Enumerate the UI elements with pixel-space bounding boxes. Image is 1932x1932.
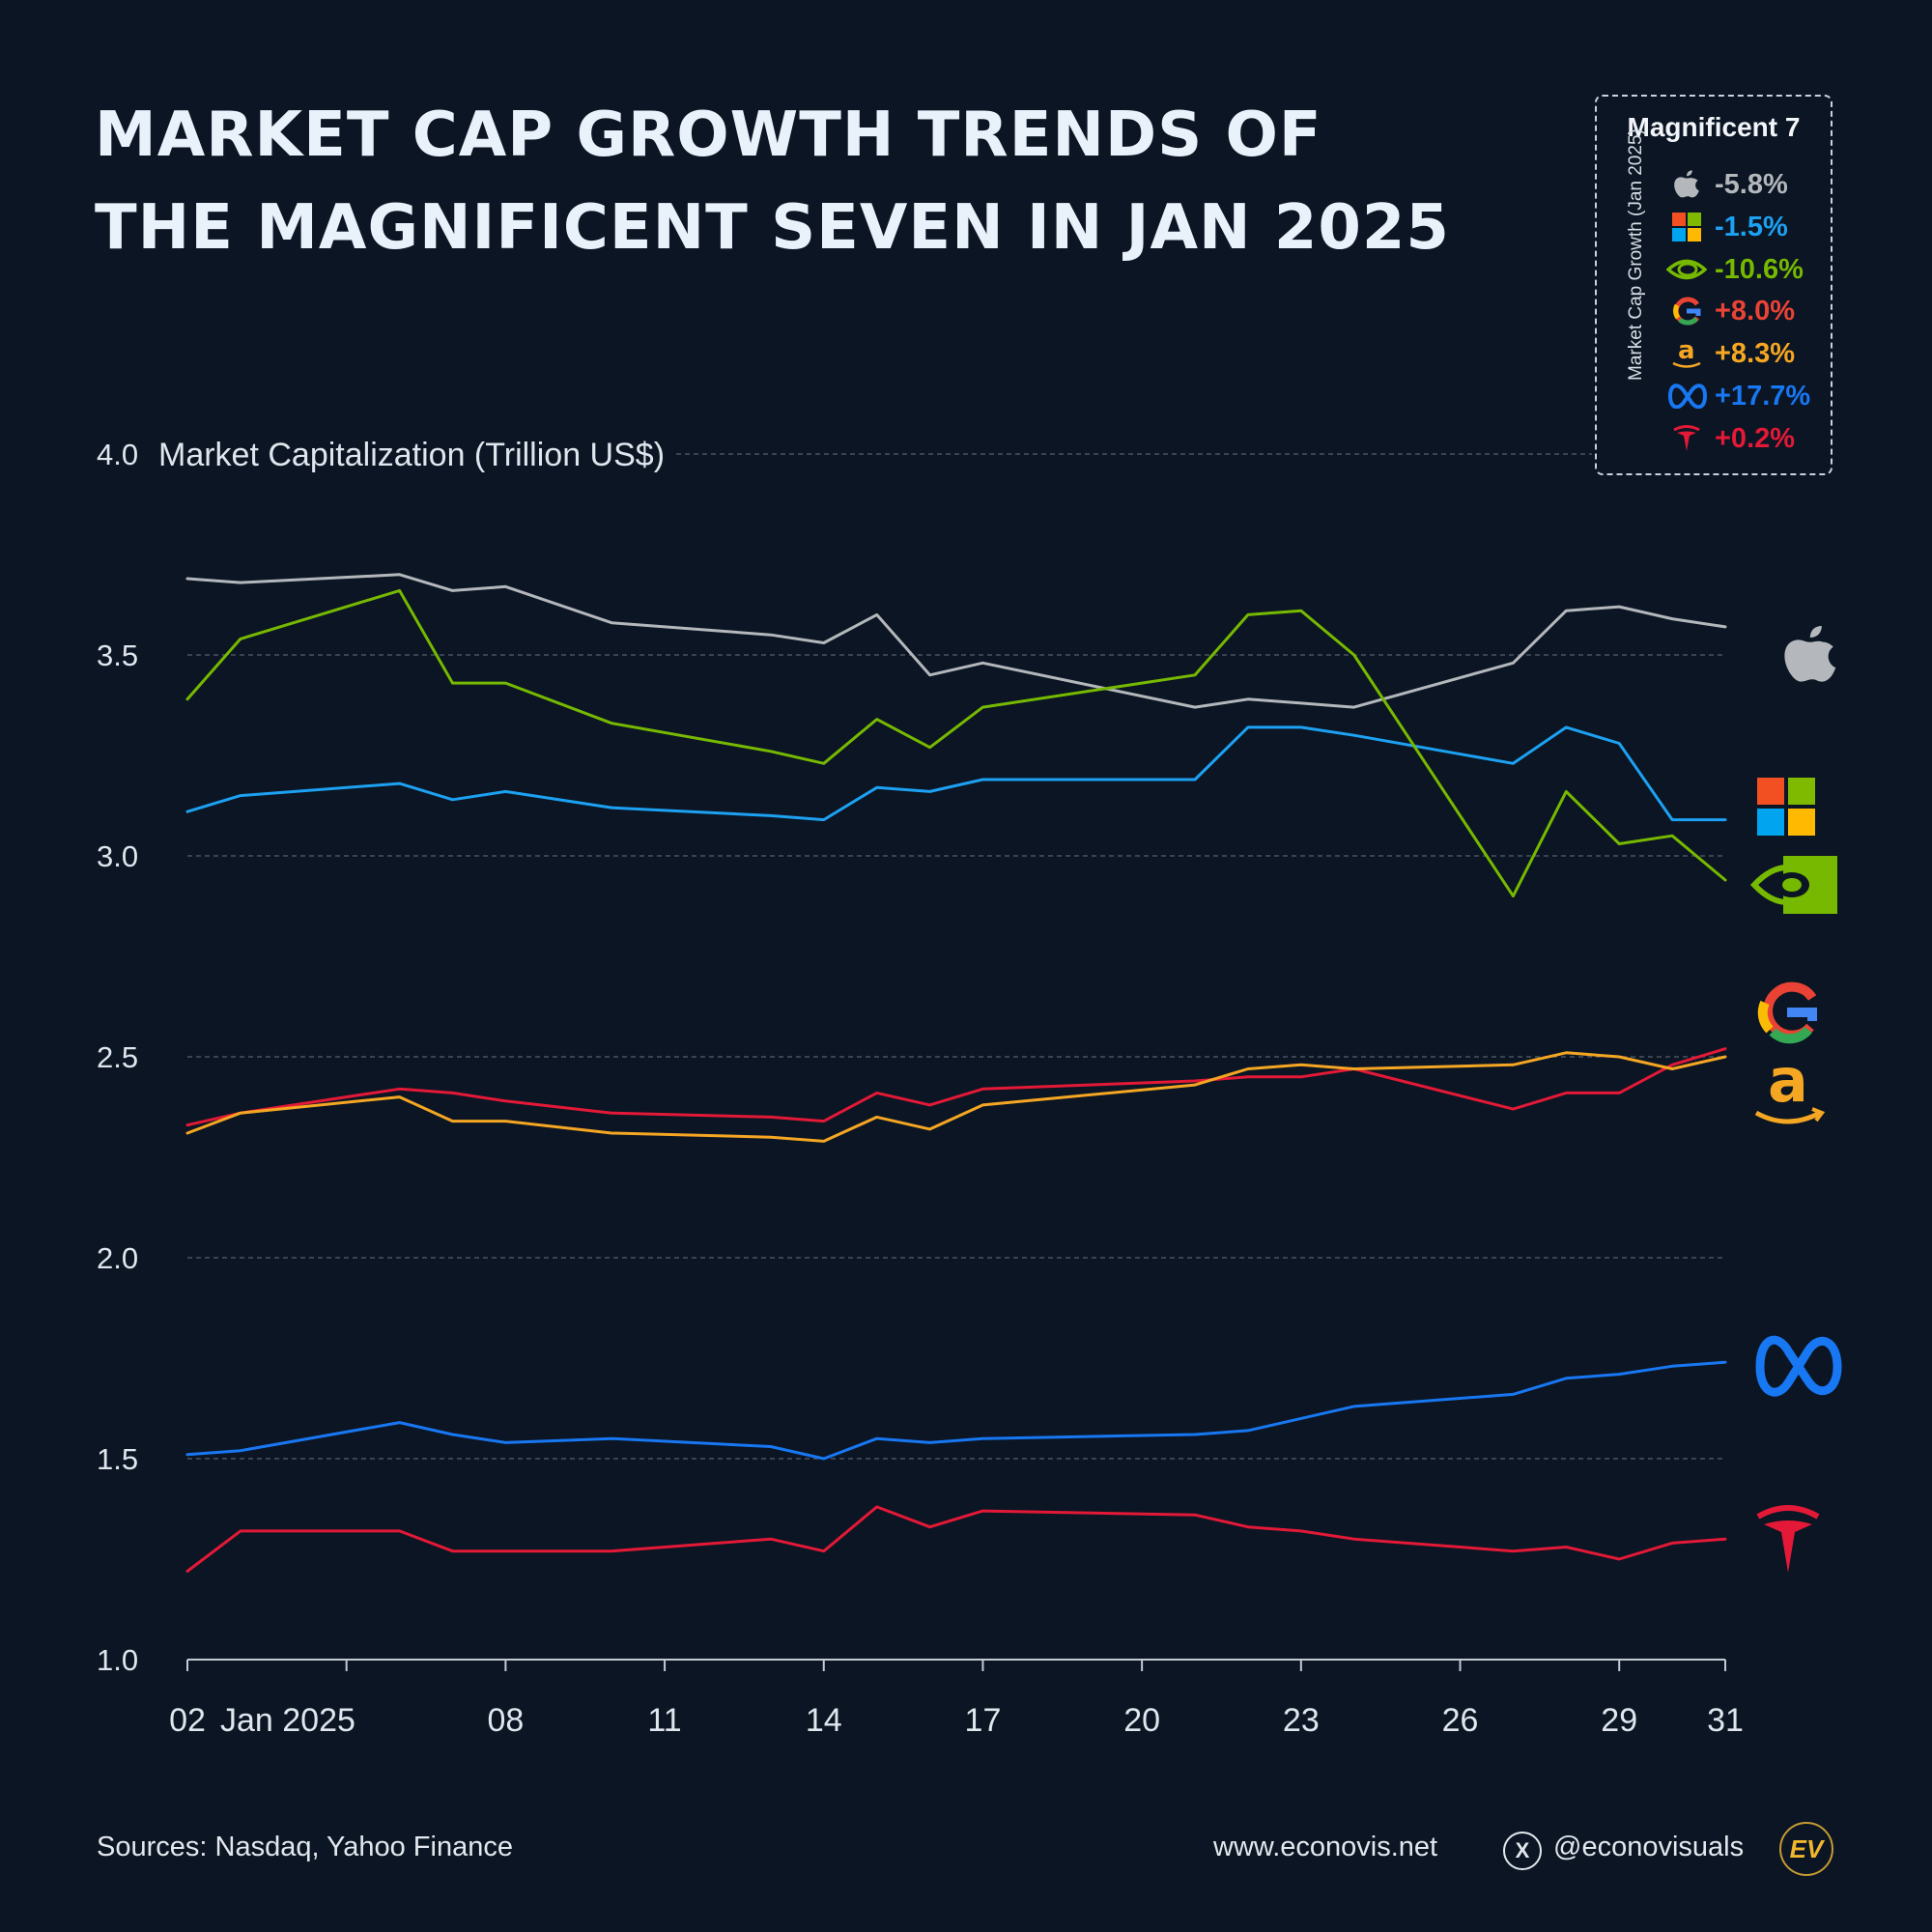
y-tick-label: 1.5: [97, 1442, 138, 1476]
legend-value-microsoft: -1.5%: [1715, 211, 1788, 242]
y-tick-label: 3.0: [97, 839, 138, 873]
legend-item-tesla: +0.2%: [1666, 419, 1795, 458]
amazon-logo-icon: a: [1754, 1045, 1826, 1124]
legend-item-microsoft: -1.5%: [1666, 208, 1788, 246]
title-line-1: MARKET CAP GROWTH TRENDS OF: [95, 99, 1322, 171]
series-line-meta: [185, 1360, 1727, 1461]
legend-item-amazon: a +8.3%: [1666, 334, 1795, 373]
google-logo-icon: [1757, 981, 1817, 1044]
tesla-logo-icon: [1756, 1505, 1820, 1573]
x-tick-label: 14: [806, 1702, 842, 1739]
meta-icon: [1666, 384, 1707, 409]
sources-note: Sources: Nasdaq, Yahoo Finance: [97, 1832, 513, 1862]
y-axis-label: Market Capitalization (Trillion US$): [158, 437, 665, 473]
nvidia-icon: [1666, 257, 1707, 282]
tesla-icon: [1666, 424, 1707, 453]
x-tick-label: 20: [1123, 1702, 1160, 1739]
legend-value-meta: +17.7%: [1715, 380, 1811, 412]
apple-icon: [1666, 170, 1707, 199]
y-tick-label: 3.5: [97, 639, 138, 672]
series-line-alphabet: [185, 1047, 1727, 1127]
legend-value-alphabet: +8.0%: [1715, 295, 1796, 327]
page-title: MARKET CAP GROWTH TRENDS OF THE MAGNIFIC…: [95, 89, 1450, 274]
microsoft-icon: [1666, 213, 1707, 242]
series-line-apple: [185, 573, 1727, 709]
series-line-amazon: [185, 1051, 1727, 1143]
legend-item-alphabet: +8.0%: [1666, 292, 1795, 330]
x-tick-label: 02: [169, 1702, 206, 1739]
nvidia-logo-icon: [1749, 856, 1837, 914]
svg-text:a: a: [1678, 337, 1695, 365]
y-tick-label: 2.0: [97, 1241, 138, 1275]
svg-text:a: a: [1768, 1045, 1808, 1116]
website-link[interactable]: www.econovis.net: [1213, 1832, 1438, 1862]
microsoft-logo-icon: [1757, 778, 1815, 836]
title-line-2: THE MAGNIFICENT SEVEN IN JAN 2025: [95, 192, 1450, 264]
legend-box: Magnificent 7 Market Cap Growth (Jan 202…: [1595, 95, 1833, 475]
series-line-microsoft: [185, 725, 1727, 822]
amazon-icon: a: [1666, 337, 1707, 370]
google-icon: [1666, 297, 1707, 326]
meta-logo-icon: [1755, 1335, 1842, 1397]
legend-value-amazon: +8.3%: [1715, 337, 1796, 369]
x-tick-label: 31: [1707, 1702, 1744, 1739]
x-tick-label: Jan 2025: [220, 1702, 355, 1739]
brand-logo: EV: [1779, 1822, 1833, 1876]
y-tick-label: 1.0: [97, 1643, 138, 1677]
x-tick-label: 17: [965, 1702, 1002, 1739]
x-tick-label: 11: [647, 1702, 681, 1739]
legend-item-nvidia: -10.6%: [1666, 250, 1804, 289]
legend-title: Magnificent 7: [1627, 112, 1801, 142]
legend-value-tesla: +0.2%: [1715, 422, 1796, 454]
x-tick-label: 26: [1442, 1702, 1479, 1739]
legend-value-nvidia: -10.6%: [1715, 253, 1804, 285]
series-line-tesla: [185, 1505, 1727, 1573]
apple-logo-icon: [1784, 626, 1836, 682]
legend-side-label: Market Cap Growth (Jan 2025): [1626, 128, 1646, 381]
y-tick-label: 4.0: [97, 438, 138, 471]
legend-item-meta: +17.7%: [1666, 377, 1810, 415]
legend-item-apple: -5.8%: [1666, 165, 1788, 204]
series-line-nvidia: [185, 588, 1727, 898]
x-tick-label: 23: [1283, 1702, 1320, 1739]
legend-value-apple: -5.8%: [1715, 168, 1788, 200]
x-tick-label: 29: [1601, 1702, 1637, 1739]
x-tick-label: 08: [487, 1702, 524, 1739]
x-logo-icon: X: [1503, 1832, 1542, 1870]
social-handle-link[interactable]: @econovisuals: [1553, 1832, 1745, 1862]
y-tick-label: 2.5: [97, 1040, 138, 1074]
